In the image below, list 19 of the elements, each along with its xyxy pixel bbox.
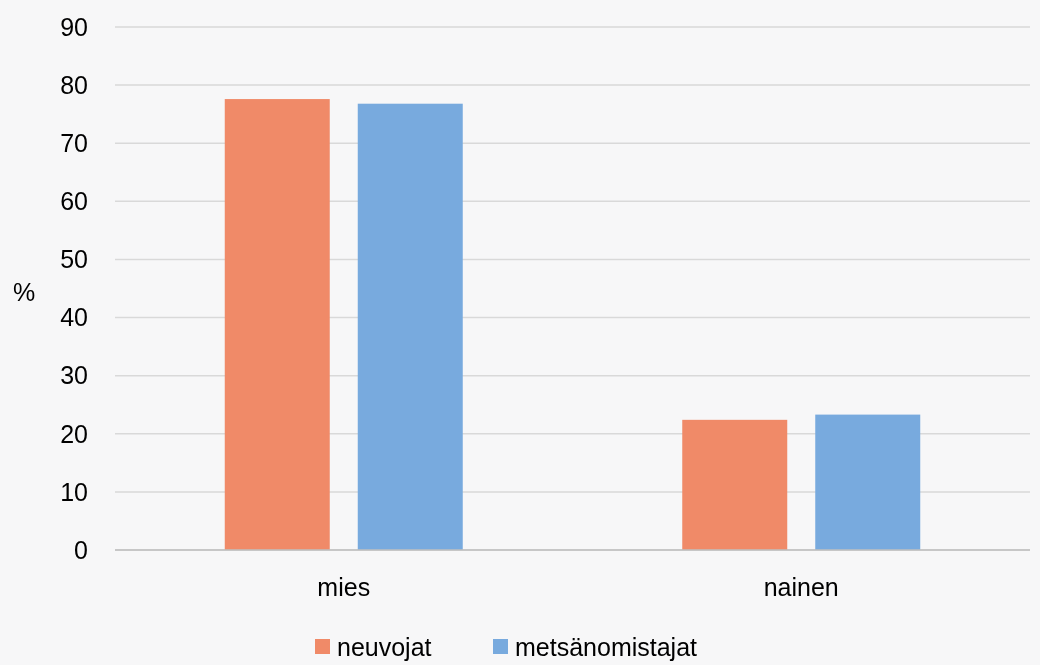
y-tick-label: 60 (60, 187, 88, 216)
y-tick-label: 50 (60, 245, 88, 274)
bar (815, 414, 921, 550)
x-tick-label: mies (317, 573, 371, 601)
legend-label: neuvojat (337, 633, 432, 661)
bar (357, 103, 463, 550)
legend-label: metsänomistajat (515, 633, 698, 661)
y-tick-label: 40 (60, 303, 88, 332)
y-axis-title: % (12, 277, 36, 306)
y-tick-label: 0 (74, 535, 88, 564)
bar (224, 99, 330, 550)
bar (682, 419, 788, 550)
y-tick-label: 30 (60, 361, 88, 390)
y-tick-label: 90 (60, 12, 88, 41)
y-tick-label: 80 (60, 70, 88, 99)
x-tick-label: nainen (763, 573, 839, 601)
y-tick-label: 70 (60, 128, 88, 157)
y-tick-label: 10 (60, 477, 88, 506)
y-tick-label: 20 (60, 419, 88, 448)
